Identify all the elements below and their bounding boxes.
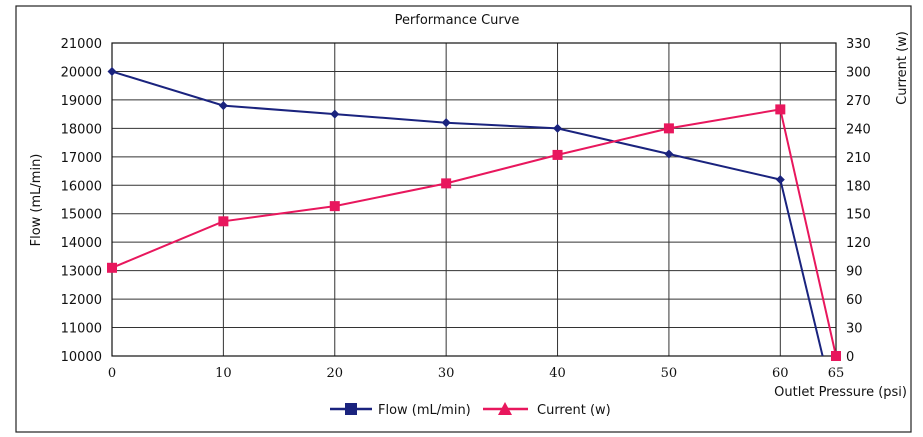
current-point [775, 104, 786, 115]
right-tick-label: 240 [846, 122, 871, 137]
current-point [663, 123, 674, 134]
right-tick-label: 150 [846, 208, 871, 223]
current-point [552, 149, 563, 160]
current-point [441, 178, 452, 189]
x-tick-label: 0 [108, 366, 116, 381]
x-tick-label: 50 [661, 366, 678, 381]
left-tick-label: 15000 [61, 208, 102, 223]
x-tick-label: 10 [215, 366, 232, 381]
right-tick-label: 330 [846, 37, 871, 52]
left-tick-label: 20000 [61, 65, 102, 80]
legend-current-marker [498, 402, 512, 415]
legend: Flow (mL/min) Current (w) [330, 402, 611, 418]
right-tick-label: 90 [846, 265, 863, 280]
right-axis-label: Current (w) [895, 31, 910, 105]
series-line-current [112, 108, 837, 356]
x-tick-label: 65 [828, 366, 845, 381]
left-tick-label: 11000 [61, 322, 102, 337]
left-tick-label: 16000 [61, 179, 102, 194]
x-tick-label: 30 [438, 366, 455, 381]
flow-point [553, 123, 563, 133]
left-axis-ticks: 10000 11000 12000 13000 14000 15000 16000 17000… [61, 37, 102, 365]
chart-title: Performance Curve [395, 13, 520, 28]
right-tick-label: 30 [846, 322, 863, 337]
left-tick-label: 21000 [61, 37, 102, 52]
left-tick-label: 12000 [61, 293, 102, 308]
series-line-flow [112, 70, 824, 356]
flow-point [664, 149, 674, 159]
left-tick-label: 13000 [61, 265, 102, 280]
right-tick-label: 0 [846, 350, 854, 365]
legend-flow-label: Flow (mL/min) [378, 403, 471, 418]
legend-current-label: Current (w) [537, 403, 611, 418]
right-tick-label: 270 [846, 94, 871, 109]
right-tick-label: 60 [846, 293, 863, 308]
series [107, 66, 841, 361]
current-point [831, 351, 841, 361]
left-tick-label: 18000 [61, 122, 102, 137]
flow-point [330, 109, 340, 119]
flow-point [775, 175, 785, 185]
x-tick-label: 60 [772, 366, 789, 381]
x-tick-label: 20 [326, 366, 343, 381]
legend-flow-marker [345, 403, 357, 415]
chart-frame [15, 5, 912, 433]
right-tick-label: 180 [846, 179, 871, 194]
x-axis-ticks: 0 10 20 30 40 50 60 65 [108, 366, 844, 381]
right-axis-ticks: 0 30 60 90 120 150 180 210 240 270 300 330 [846, 37, 871, 365]
flow-point [441, 118, 451, 128]
right-tick-label: 210 [846, 151, 871, 166]
x-axis-label: Outlet Pressure (psi) [774, 385, 907, 400]
plot-area-border [111, 42, 837, 357]
current-point [107, 262, 117, 273]
grid [112, 43, 836, 356]
x-tick-label: 40 [549, 366, 566, 381]
left-tick-label: 19000 [61, 94, 102, 109]
current-point [218, 216, 229, 227]
left-tick-label: 10000 [61, 350, 102, 365]
left-tick-label: 17000 [61, 151, 102, 166]
left-axis-label: Flow (mL/min) [29, 154, 44, 247]
right-tick-label: 120 [846, 236, 871, 251]
flow-point [107, 66, 117, 76]
right-tick-label: 300 [846, 65, 871, 80]
current-point [329, 201, 340, 212]
left-tick-label: 14000 [61, 236, 102, 251]
flow-point [218, 101, 228, 111]
